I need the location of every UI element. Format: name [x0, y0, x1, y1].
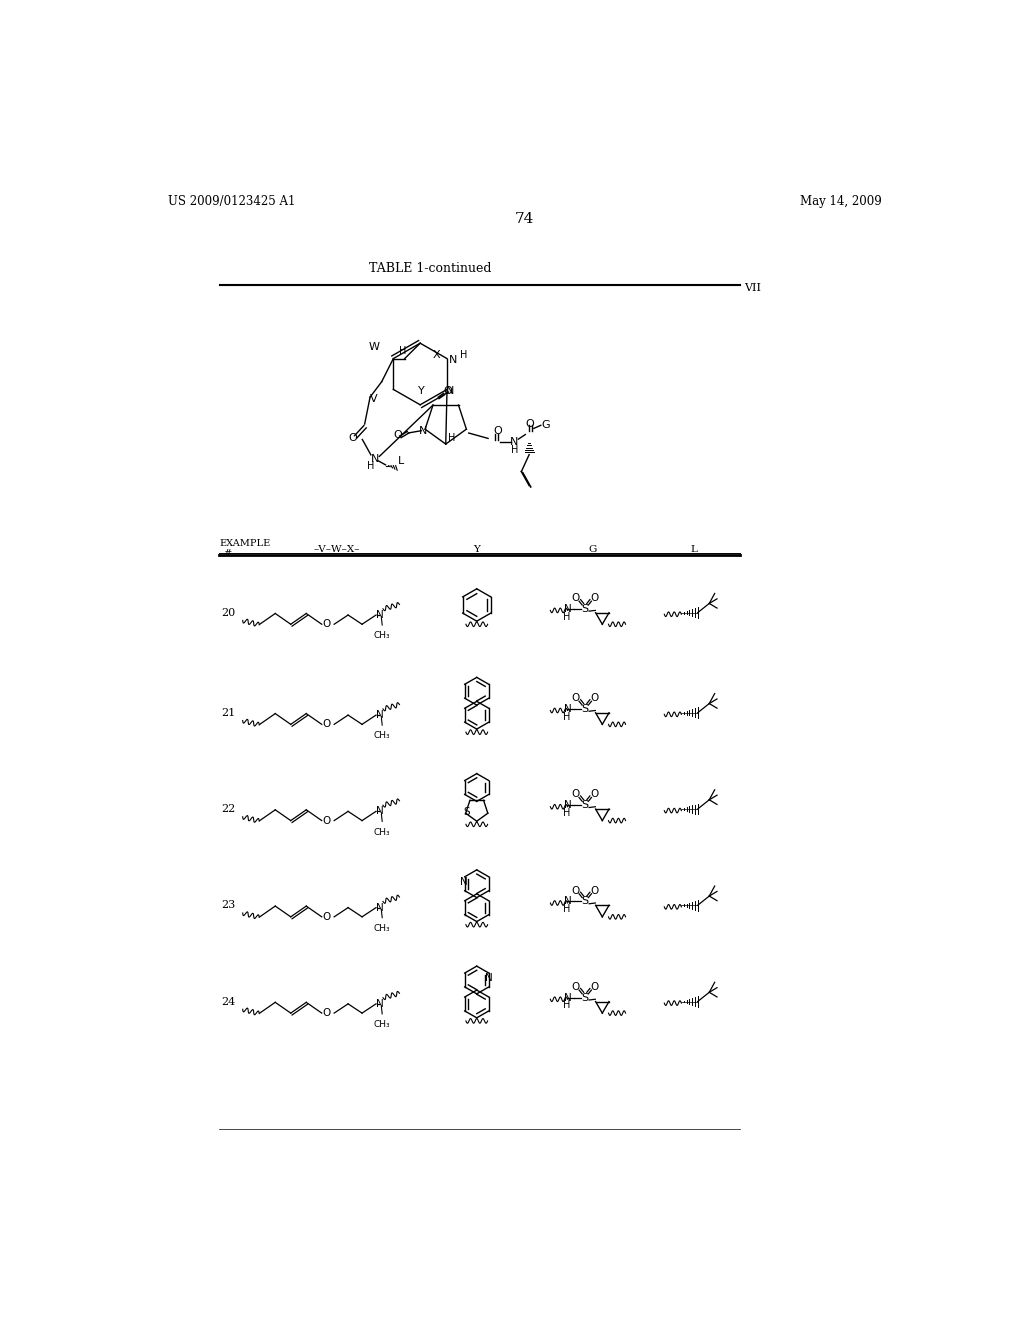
Text: EXAMPLE: EXAMPLE: [219, 539, 270, 548]
Text: S: S: [582, 800, 589, 810]
Text: L: L: [398, 455, 404, 466]
Text: O: O: [591, 886, 599, 896]
Text: H: H: [511, 445, 518, 455]
Text: N: N: [563, 993, 571, 1003]
Text: 21: 21: [221, 708, 236, 718]
Text: N: N: [563, 800, 571, 810]
Text: CH₃: CH₃: [374, 631, 390, 640]
Text: O: O: [348, 433, 357, 444]
Text: O: O: [323, 719, 331, 730]
Text: N: N: [563, 603, 571, 614]
Text: O: O: [591, 789, 599, 800]
Text: N: N: [461, 878, 468, 887]
Text: S: S: [582, 993, 589, 1003]
Text: 24: 24: [221, 997, 236, 1007]
Text: G: G: [589, 545, 597, 554]
Text: N: N: [510, 437, 518, 447]
Text: O: O: [443, 385, 452, 396]
Text: CH₃: CH₃: [374, 924, 390, 933]
Text: 20: 20: [221, 607, 236, 618]
Text: O: O: [571, 693, 580, 704]
Text: O: O: [591, 693, 599, 704]
Text: H: H: [563, 808, 570, 818]
Text: S: S: [582, 704, 589, 714]
Text: N: N: [420, 426, 428, 436]
Text: VII: VII: [744, 284, 761, 293]
Text: O: O: [571, 886, 580, 896]
Text: H: H: [449, 433, 456, 444]
Text: –V–W–X–: –V–W–X–: [314, 545, 360, 554]
Text: O: O: [591, 982, 599, 991]
Text: H: H: [399, 346, 407, 356]
Text: L: L: [690, 545, 697, 554]
Text: H: H: [563, 1001, 570, 1010]
Text: N: N: [450, 355, 458, 366]
Text: Y: Y: [419, 385, 425, 396]
Text: V: V: [370, 395, 378, 404]
Text: O: O: [323, 619, 331, 630]
Text: H: H: [563, 904, 570, 915]
Text: US 2009/0123425 A1: US 2009/0123425 A1: [168, 195, 296, 209]
Text: CH₃: CH₃: [374, 731, 390, 741]
Text: N: N: [445, 385, 455, 396]
Text: O: O: [323, 1008, 331, 1018]
Text: O: O: [571, 593, 580, 603]
Text: W: W: [369, 342, 380, 352]
Text: 74: 74: [515, 213, 535, 226]
Text: 23: 23: [221, 900, 236, 911]
Text: #: #: [223, 549, 231, 558]
Text: N: N: [563, 704, 571, 714]
Text: 22: 22: [221, 804, 236, 814]
Text: N: N: [485, 973, 493, 983]
Text: G: G: [541, 420, 550, 430]
Text: N: N: [376, 807, 384, 816]
Text: S: S: [582, 603, 589, 614]
Text: X: X: [432, 350, 440, 360]
Text: O: O: [323, 912, 331, 921]
Text: TABLE 1-continued: TABLE 1-continued: [369, 263, 492, 276]
Text: N: N: [376, 999, 384, 1008]
Text: N: N: [376, 710, 384, 721]
Text: N: N: [376, 903, 384, 912]
Text: Y: Y: [473, 545, 480, 554]
Text: O: O: [571, 982, 580, 991]
Text: CH₃: CH₃: [374, 828, 390, 837]
Text: N: N: [563, 896, 571, 907]
Text: N: N: [376, 610, 384, 620]
Text: O: O: [591, 593, 599, 603]
Text: H: H: [461, 350, 468, 360]
Text: O: O: [525, 418, 535, 429]
Text: CH₃: CH₃: [374, 1020, 390, 1030]
Text: H: H: [563, 711, 570, 722]
Text: O: O: [393, 429, 402, 440]
Text: O: O: [493, 426, 502, 437]
Text: N: N: [371, 454, 379, 463]
Text: S: S: [582, 896, 589, 907]
Text: O: O: [571, 789, 580, 800]
Text: O: O: [323, 816, 331, 825]
Text: May 14, 2009: May 14, 2009: [800, 195, 882, 209]
Text: H: H: [368, 462, 375, 471]
Text: S: S: [464, 807, 470, 817]
Text: H: H: [563, 611, 570, 622]
